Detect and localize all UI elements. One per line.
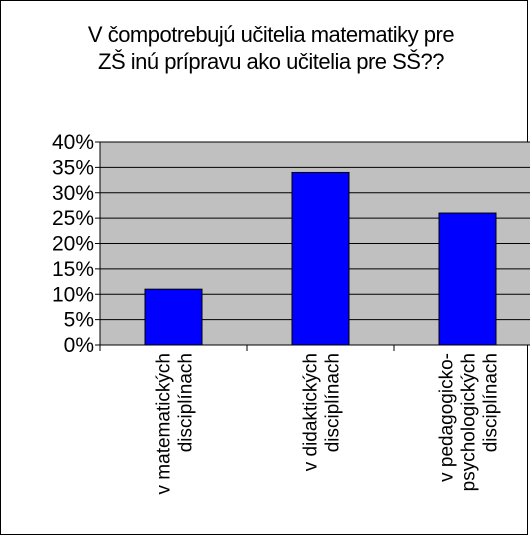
y-tick-label: 30% [52,182,94,205]
y-tick-label: 0% [64,334,94,357]
y-tick-label: 5% [64,309,94,332]
x-category-label: disciplínach [481,353,502,452]
x-category-label: psychologických [459,353,480,491]
chart-title: V čompotrebujú učitelia matematiky pre Z… [21,21,521,75]
chart-title-line-2: ZŠ inú prípravu ako učitelia pre SŠ?? [98,49,444,74]
y-tick-label: 15% [52,258,94,281]
chart-title-line-1: V čompotrebujú učitelia matematiky pre [87,22,455,47]
y-tick-label: 40% [52,131,94,154]
x-category-label: v didaktických [301,353,322,471]
bar [438,212,497,346]
bar [291,171,350,346]
y-tick-label: 25% [52,207,94,230]
x-category-label: v matematických [154,353,175,494]
x-category-label: disciplínach [323,353,344,452]
y-tick-label: 35% [52,156,94,179]
y-tick-label: 10% [52,283,94,306]
x-category-label: v pedagogicko- [437,353,458,482]
y-tick-label: 20% [52,233,94,256]
bar [144,288,203,346]
x-category-label: disciplínach [176,353,197,452]
